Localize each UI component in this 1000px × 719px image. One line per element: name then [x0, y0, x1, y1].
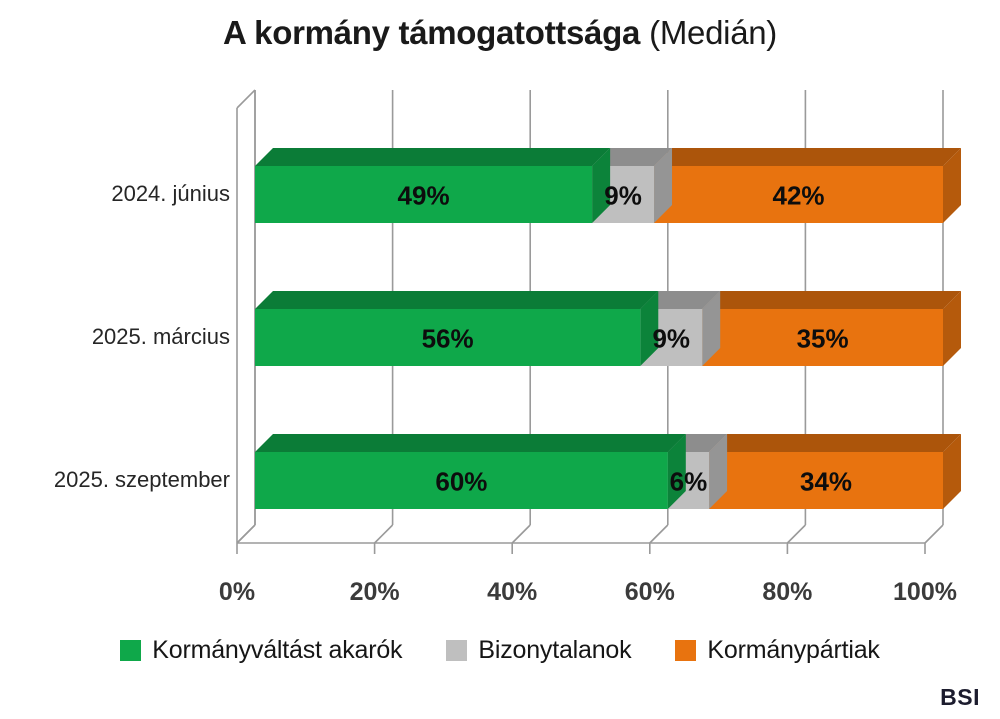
category-label-1: 2025. március	[91, 323, 230, 349]
bar-segment-side	[654, 148, 673, 223]
bar-segment-side	[592, 148, 611, 223]
bar-segment-side	[702, 291, 721, 366]
legend-swatch-icon	[120, 640, 142, 661]
bar-segment-side	[943, 434, 961, 509]
bar-segment-top	[255, 434, 686, 452]
category-label-0: 2024. június	[111, 180, 230, 206]
bar-segment-front	[654, 166, 943, 223]
bar-segment-side	[943, 291, 961, 366]
bar-segment-front	[709, 452, 943, 509]
watermark: BSI	[940, 684, 980, 710]
x-tick-label-1: 20%	[349, 578, 400, 606]
bar-segment-front	[702, 309, 943, 366]
chart-title-sub: (Medián)	[649, 14, 777, 51]
bar-segment	[255, 434, 686, 509]
legend-label: Bizonytalanok	[478, 636, 632, 664]
legend-swatch-icon	[446, 640, 468, 661]
legend-label: Kormánypártiak	[707, 636, 880, 664]
x-tick-label-4: 80%	[762, 578, 813, 606]
category-label-2: 2025. szeptember	[53, 466, 230, 492]
bar-segment-front	[255, 309, 641, 366]
bar-segment	[654, 148, 961, 223]
legend-label: Kormányváltást akarók	[152, 636, 403, 664]
bar-segment-top	[255, 291, 659, 309]
legend-item-kormanypartiak[interactable]: Kormánypártiak	[675, 636, 880, 665]
legend-swatch-icon	[675, 640, 697, 661]
bar-segment	[255, 148, 611, 223]
bar-segment-side	[640, 291, 659, 366]
bar-segment-top	[640, 291, 721, 309]
bar-segment-front	[255, 452, 668, 509]
bars-group	[255, 148, 961, 509]
x-tick-label-2: 40%	[487, 578, 538, 606]
chart-title-main: A kormány támogatottsága	[223, 14, 640, 51]
chart-title: A kormány támogatottsága (Medián)	[0, 14, 1000, 52]
bar-segment	[709, 434, 961, 509]
x-tick-label-5: 100%	[893, 578, 957, 606]
bar-segment-top	[709, 434, 961, 452]
bar-segment-side	[943, 148, 961, 223]
x-tick-label-0: 0%	[218, 578, 256, 606]
bar-segment-front	[255, 166, 593, 223]
bar-segment-top	[654, 148, 961, 166]
x-tick-label-3: 60%	[624, 578, 675, 606]
bar-segment	[255, 291, 659, 366]
bar-segment-side	[667, 434, 686, 509]
legend-item-bizonytalanok[interactable]: Bizonytalanok	[446, 636, 632, 665]
legend-item-kormanyvaltast-akarok[interactable]: Kormányváltást akarók	[120, 636, 403, 665]
bar-segment-top	[702, 291, 961, 309]
bar-segment-side	[709, 434, 728, 509]
chart-legend: Kormányváltást akarók Bizonytalanok Kormán…	[0, 636, 1000, 665]
bar-segment-top	[592, 148, 673, 166]
bar-segment-top	[255, 148, 611, 166]
bar-segment	[702, 291, 961, 366]
